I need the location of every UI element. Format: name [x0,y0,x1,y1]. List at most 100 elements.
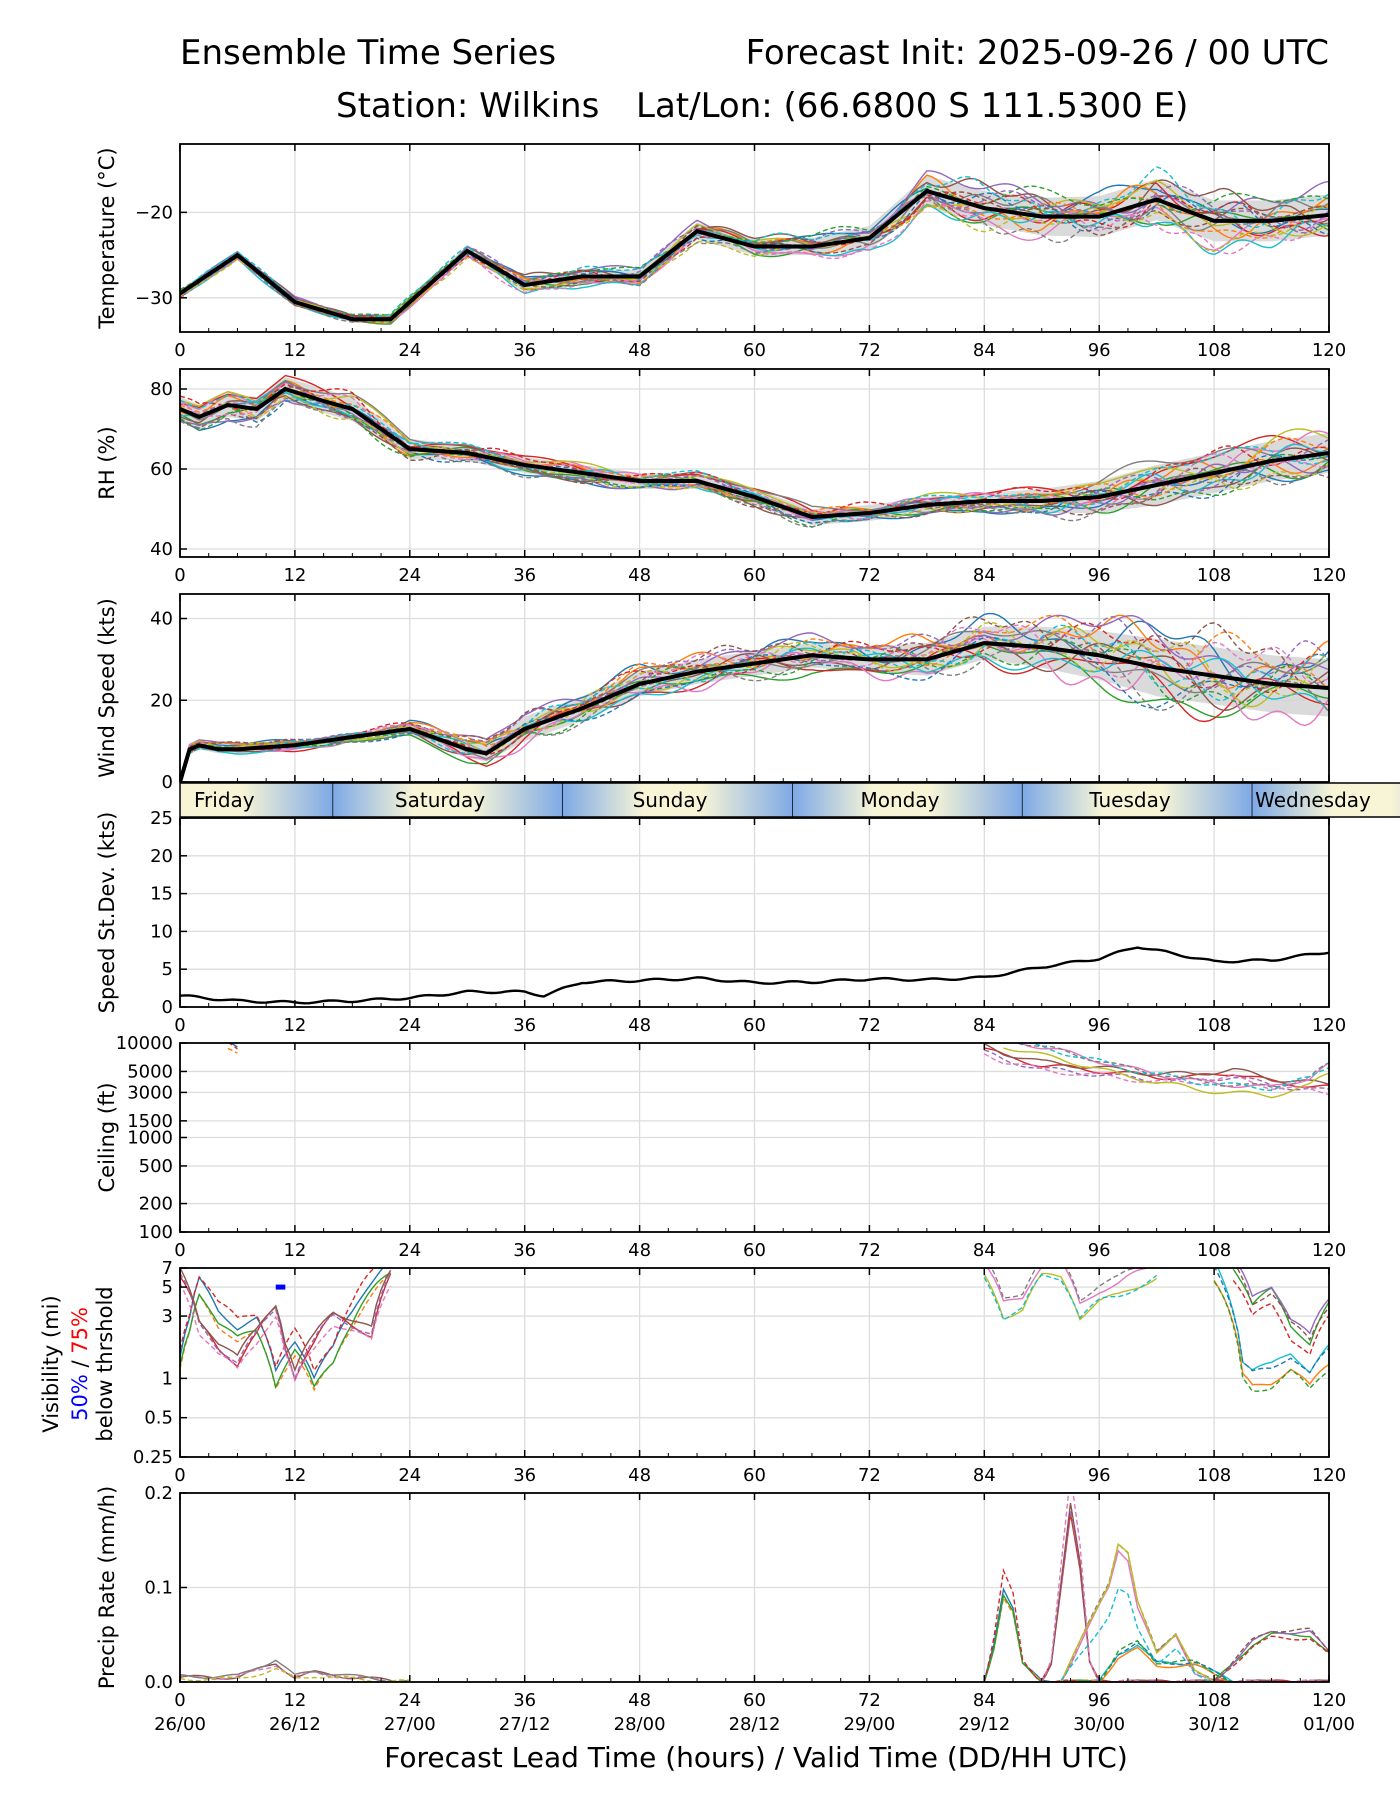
member-line [1232,1279,1329,1356]
member-line [983,1595,1329,1682]
member-line [1232,1268,1329,1347]
wind-speed-panel: 0 20 40 Wind Speed (kts) [95,593,1330,793]
member-line [984,1047,1329,1088]
y-tick-label: 100 [139,1222,173,1243]
ensemble-member-line [180,646,1329,782]
day-label-sunday: Sunday [633,788,708,812]
x-tick-label: 60 [743,1465,766,1486]
member-line [984,1049,1329,1091]
temperature-ylabel: Temperature (°C) [95,147,119,329]
stdev-line [180,946,1329,1005]
x-tick-label: 48 [628,1690,651,1711]
valid-time-label: 01/00 [1303,1714,1355,1735]
x-tick-label: 120 [1312,1465,1346,1486]
y-tick-label: 1500 [127,1111,173,1132]
member-line [1239,1268,1329,1335]
member-line [1014,1043,1329,1088]
x-tick-label: 60 [743,1690,766,1711]
member-line [1213,1630,1329,1682]
visibility-panel: 0 12 24 36 48 60 72 84 96 108 120 0.25 0.5 1 3 57 [133,1258,1346,1486]
visibility-plot-area [180,1268,1329,1392]
member-line [1018,1043,1329,1088]
x-tick-label: 12 [283,1465,306,1486]
speed_stdev-ylabel: Speed St.Dev. (kts) [95,812,119,1014]
member-line [983,1593,1329,1682]
visibility-threshold-label: 50% / 75% [68,1307,92,1421]
x-tick-label: 108 [1197,1015,1231,1036]
y-tick-label: 60 [150,459,173,480]
y-tick-label: −20 [135,202,173,223]
day-band-segment [792,783,1023,817]
y-tick-label: 500 [139,1156,173,1177]
x-tick-label: 48 [628,1465,651,1486]
y-tick-label: 0 [162,772,173,793]
member-line [180,1268,376,1372]
x-tick-label: 0 [174,1690,185,1711]
wind_speed-plot-area [180,612,1329,782]
y-tick-label: 0.5 [144,1408,173,1429]
valid-time-label: 28/12 [729,1714,781,1735]
y-tick-label: 20 [150,690,173,711]
ensemble-member-line [180,388,1329,523]
x-tick-label: 96 [1088,1465,1111,1486]
speed_stdev-plot-area [180,946,1329,1005]
ensemble-member-line [180,192,1329,319]
valid-time-label: 27/00 [384,1714,436,1735]
member-line [1060,1549,1215,1682]
y-tick-label: 1 [162,1368,173,1389]
precip_rate-ylabel: Precip Rate (mm/h) [95,1486,119,1689]
member-line [1213,1627,1329,1682]
member-line [990,1268,1140,1302]
ceiling-panel: 0 12 24 36 48 60 72 84 96 108 120 100 200 500 10001500… [95,1033,1346,1261]
temperature-plot-area [180,166,1329,325]
valid-time-label: 28/00 [614,1714,666,1735]
ensemble-mean-line [180,640,1329,782]
member-line [986,1268,1155,1305]
member-line [983,1274,1158,1321]
x-tick-label: 84 [973,1240,996,1261]
day-band-area: Friday Saturday Sunday Monday Tuesday Wednesd… [180,783,1400,817]
ceiling-plot-area [227,1043,1329,1099]
x-tick-label: 60 [743,1240,766,1261]
x-tick-label: 108 [1197,1465,1231,1486]
x-tick-label: 24 [398,1015,421,1036]
station-label: Station: Wilkins [336,86,599,126]
y-tick-label: 0.1 [144,1578,173,1599]
x-tick-label: 72 [858,565,881,586]
day-label-tuesday: Tuesday [1088,788,1171,812]
y-tick-label: −30 [135,288,173,309]
x-tick-label: 72 [858,1690,881,1711]
day-label-wednesday: Wednesday [1255,788,1371,812]
day-label-saturday: Saturday [395,788,485,812]
x-tick-label: 108 [1197,1690,1231,1711]
x-tick-label: 72 [858,1015,881,1036]
member-line [180,1268,384,1380]
y-tick-label: 7 [162,1258,173,1279]
day-label-monday: Monday [861,788,940,812]
x-tick-label: 12 [283,1015,306,1036]
ensemble-member-line [180,624,1329,778]
ensemble-member-line [180,380,1329,520]
x-tick-label: 0 [174,565,185,586]
x-tick-label: 108 [1197,565,1231,586]
member-line [180,1659,410,1682]
x-tick-label: 48 [628,565,651,586]
ensemble-member-line [180,622,1329,780]
x-tick-label: 120 [1312,1690,1346,1711]
x-tick-label: 36 [513,1015,536,1036]
y-tick-label: 15 [150,884,173,905]
ensemble-mean-line [180,386,1329,520]
x-tick-label: 72 [858,340,881,361]
member-line [1236,1268,1329,1342]
valid-time-label: 29/12 [958,1714,1010,1735]
x-tick-label: 24 [398,1240,421,1261]
x-tick-label: 120 [1312,1015,1346,1036]
y-tick-label: 10 [150,921,173,942]
ceiling-ylabel: Ceiling (ft) [95,1082,119,1192]
x-tick-label: 0 [174,340,185,361]
ensemble-member-line [180,390,1329,515]
member-line [1214,1268,1329,1374]
day-band-segment [180,783,334,817]
x-tick-label: 84 [973,1690,996,1711]
x-tick-label: 108 [1197,340,1231,361]
